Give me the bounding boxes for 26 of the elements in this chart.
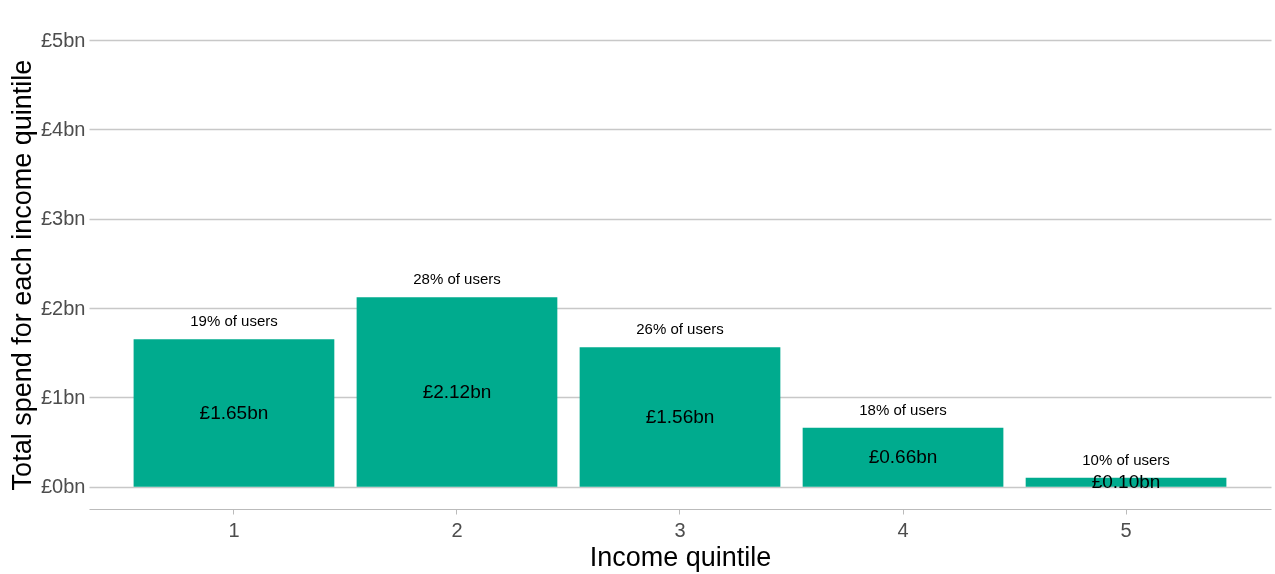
x-tick-label: 1	[228, 518, 240, 541]
data-label: £2.12bn	[422, 380, 492, 402]
bar	[802, 427, 1004, 487]
y-tick-label: £1bn	[41, 385, 86, 408]
y-tick-label: £2bn	[41, 296, 86, 319]
y-axis-title: Total spend for each income quintile	[7, 59, 38, 491]
annotation: 18% of users	[859, 400, 947, 418]
x-tick-label: 3	[674, 518, 686, 541]
x-tick-label: 2	[451, 518, 463, 541]
annotation: 28% of users	[413, 270, 501, 288]
bar	[356, 297, 558, 487]
data-label: £1.65bn	[199, 401, 269, 423]
x-axis-title: Income quintile	[589, 541, 772, 572]
y-tick-label: £4bn	[41, 117, 86, 140]
bar	[579, 347, 781, 487]
x-tick-label: 4	[897, 518, 909, 541]
y-tick-label: £5bn	[41, 28, 86, 51]
x-tick-label: 5	[1120, 518, 1132, 541]
bar	[133, 339, 335, 487]
annotation: 26% of users	[636, 320, 724, 338]
data-label: £0.66bn	[868, 446, 938, 468]
y-tick-label: £3bn	[41, 207, 86, 230]
y-tick-label: £0bn	[41, 475, 86, 498]
annotation: 10% of users	[1082, 450, 1170, 468]
data-label: £1.56bn	[645, 405, 715, 427]
annotation: 19% of users	[190, 312, 278, 330]
